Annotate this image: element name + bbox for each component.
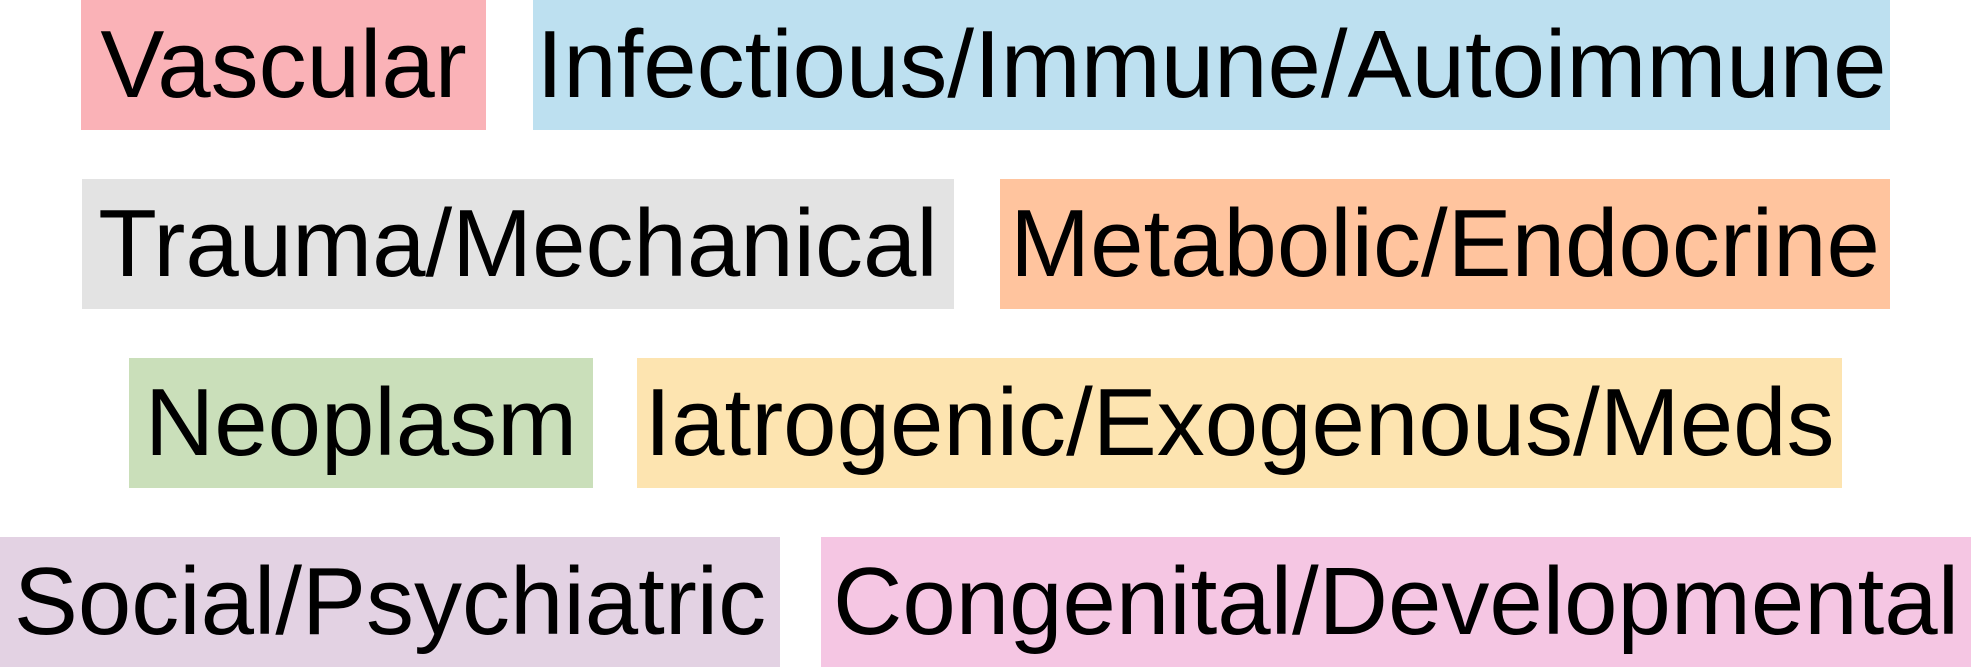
category-vascular: Vascular (81, 0, 486, 130)
category-iatrogenic: Iatrogenic/Exogenous/Meds (637, 358, 1842, 488)
category-neoplasm: Neoplasm (129, 358, 593, 488)
category-social: Social/Psychiatric (0, 537, 780, 667)
category-infectious: Infectious/Immune/Autoimmune (533, 0, 1890, 130)
category-trauma: Trauma/Mechanical (82, 179, 954, 309)
category-metabolic: Metabolic/Endocrine (1000, 179, 1890, 309)
category-congenital: Congenital/Developmental (821, 537, 1971, 667)
